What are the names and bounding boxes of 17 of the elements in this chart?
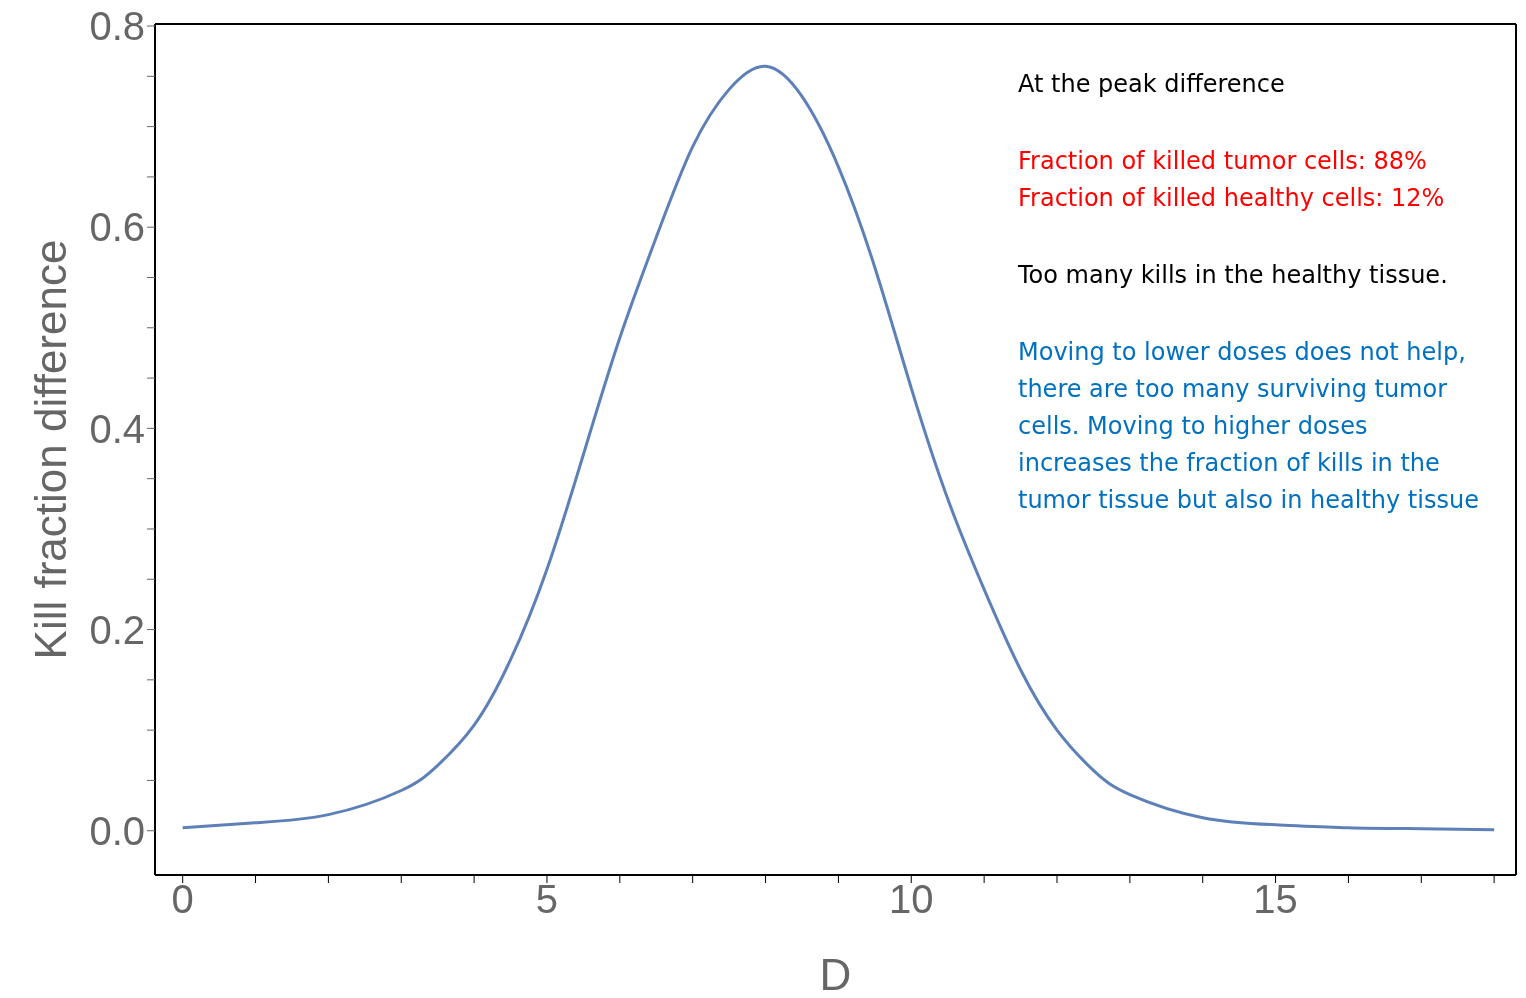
x-axis-title: D (819, 950, 852, 998)
y-tick-label: 0.4 (89, 406, 145, 451)
annotation: At the peak difference (1018, 69, 1286, 100)
annotation: Too many kills in the healthy tissue. (1018, 260, 1449, 291)
x-tick-label: 15 (1253, 877, 1298, 922)
annotation: Fraction of killed healthy cells: 12% (1018, 183, 1446, 214)
y-tick-label: 0.6 (89, 205, 145, 250)
y-tick-label: 0.8 (89, 4, 145, 49)
x-tick-label: 0 (171, 877, 194, 922)
annotation: Moving to lower doses does not help, there are too many surviving tumor cells. Moving to higher doses increases the fraction of kills in the tumor tissue but also in healthy tissue (1018, 337, 1480, 516)
line-series (181, 64, 1496, 832)
x-tick-label: 5 (535, 877, 559, 922)
annotation: Fraction of killed tumor cells: 88% (1018, 146, 1428, 177)
y-tick-label: 0.0 (89, 808, 145, 853)
y-tick-label: 0.2 (89, 607, 145, 652)
x-tick-label: 10 (889, 877, 934, 922)
y-axis-title: Kill fraction difference (25, 239, 75, 660)
